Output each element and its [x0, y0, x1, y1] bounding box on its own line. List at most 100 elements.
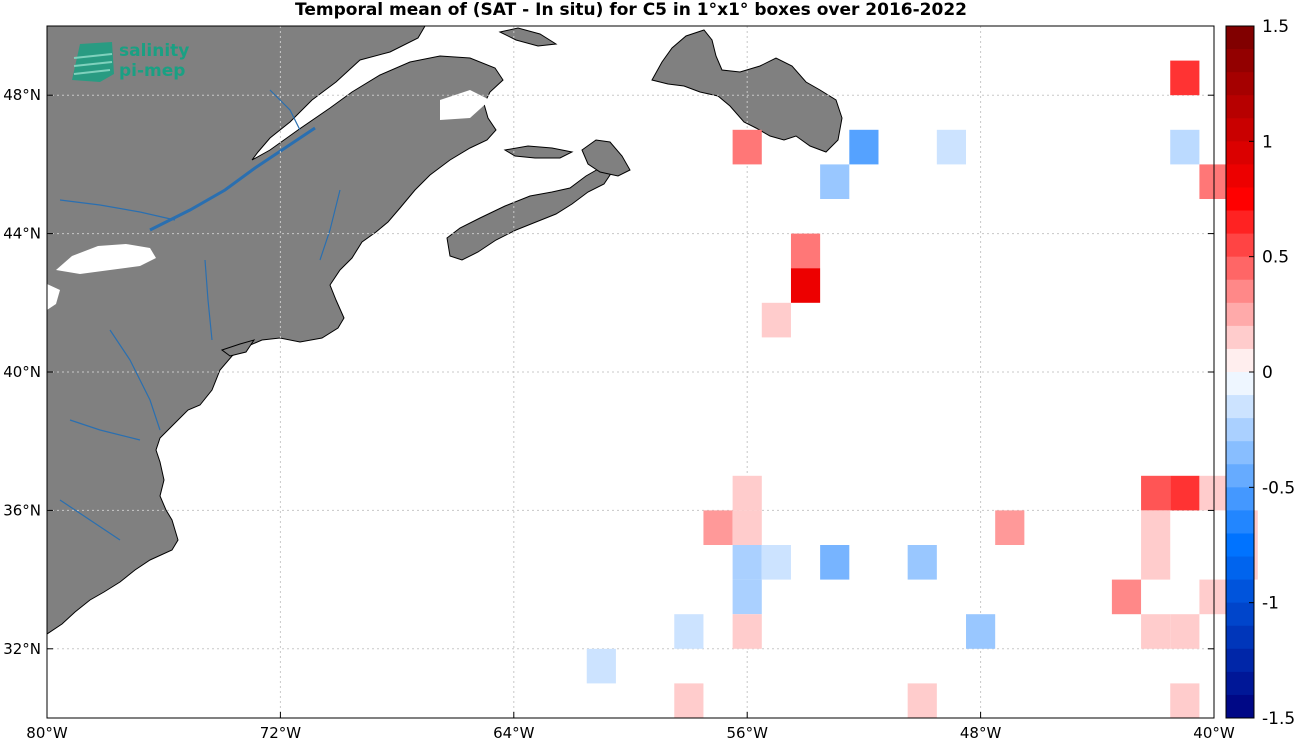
heatmap-cell: [966, 614, 996, 649]
y-tick-label: 48°N: [3, 86, 41, 104]
heatmap-cell: [1111, 579, 1142, 615]
heatmap-cell: [907, 545, 937, 580]
logo-text-line1: salinity: [119, 41, 189, 61]
colorbar-band: [1226, 441, 1254, 465]
river-ottawa: [59, 199, 176, 221]
heatmap-cell: [1170, 614, 1200, 649]
y-tick-label: 44°N: [3, 225, 41, 243]
colorbar-tick-label: 1.5: [1262, 17, 1289, 37]
colorbar-tick-label: -1: [1262, 594, 1279, 614]
colorbar-band: [1226, 164, 1254, 188]
heatmap-cell: [849, 129, 879, 165]
heatmap-cell: [1170, 129, 1200, 165]
colorbar-band: [1226, 533, 1254, 558]
gulf-st-lawrence-water: [440, 90, 490, 120]
heatmap-cell: [732, 475, 762, 511]
heatmap-cell: [1170, 475, 1200, 511]
river-saguenay: [269, 89, 301, 131]
colorbar: [1226, 26, 1254, 719]
colorbar-band: [1226, 694, 1254, 719]
heatmap-cell: [790, 233, 821, 269]
colorbar-band: [1226, 579, 1254, 604]
x-tick-label: 48°W: [960, 724, 1002, 740]
colorbar-band: [1226, 279, 1254, 304]
colorbar-ticks: 1.5 1 0.5 0 -0.5 -1 -1.5: [1249, 17, 1295, 729]
colorbar-tick-label: 1: [1262, 132, 1273, 152]
heatmap-cell: [1141, 614, 1171, 649]
colorbar-band: [1226, 302, 1254, 327]
lake-ontario: [56, 244, 156, 274]
map-title: Temporal mean of (SAT - In situ) for C5 …: [295, 0, 967, 20]
colorbar-band: [1226, 233, 1254, 258]
heatmap-cell: [732, 579, 762, 615]
colorbar-band: [1226, 187, 1254, 212]
colorbar-band: [1226, 72, 1254, 96]
colorbar-band: [1226, 648, 1254, 673]
colorbar-band: [1226, 395, 1254, 419]
heatmap-cell: [761, 302, 791, 338]
land-mainland: [47, 26, 504, 635]
y-tick-label: 36°N: [3, 501, 41, 519]
x-tick-label: 56°W: [726, 724, 768, 740]
heatmap-cell: [790, 268, 821, 303]
salinity-pi-mep-logo: salinity pi-mep: [72, 41, 189, 82]
logo-text-line2: pi-mep: [119, 61, 185, 81]
colorbar-band: [1226, 625, 1254, 650]
river-susquehanna: [109, 329, 161, 431]
heatmap-cell: [732, 129, 762, 165]
heatmap-cell: [674, 683, 704, 718]
colorbar-band: [1226, 602, 1254, 627]
colorbar-tick-label: -1.5: [1262, 709, 1295, 729]
heatmap-cells: [586, 60, 1258, 718]
colorbar-tick-label: 0: [1262, 363, 1273, 383]
heatmap-cell: [674, 614, 704, 649]
land-cape-breton: [581, 139, 631, 177]
colorbar-band: [1226, 418, 1254, 442]
colorbar-band: [1226, 26, 1254, 50]
water-features: [47, 89, 490, 541]
colorbar-band: [1226, 372, 1254, 396]
heatmap-cell: [703, 510, 733, 545]
colorbar-band: [1226, 556, 1254, 581]
y-axis: 48°N 44°N 40°N 36°N 32°N: [3, 86, 1214, 658]
y-tick-label: 40°N: [3, 363, 41, 381]
heatmap-cell: [1141, 545, 1171, 580]
heatmap-cell: [820, 545, 850, 580]
colorbar-band: [1226, 487, 1254, 511]
land-anticosti: [498, 27, 558, 47]
heatmap-cell: [936, 129, 967, 165]
colorbar-band: [1226, 210, 1254, 235]
logo-mark-stripes: [73, 53, 113, 75]
colorbar-band: [1226, 49, 1254, 73]
heatmap-cell: [1170, 60, 1200, 96]
land-nova-scotia: [446, 167, 613, 261]
colorbar-band: [1226, 464, 1254, 488]
river-st-lawrence: [149, 126, 316, 232]
heatmap-cell: [907, 683, 937, 718]
heatmap-cell: [1141, 510, 1171, 545]
colorbar-band: [1226, 118, 1254, 142]
heatmap-cell: [732, 510, 762, 545]
heatmap-cell: [1170, 683, 1200, 718]
heatmap-cell: [995, 510, 1025, 545]
x-tick-label: 80°W: [26, 724, 68, 740]
x-axis: 80°W 72°W 64°W 56°W 48°W 40°W: [26, 712, 1235, 740]
colorbar-band: [1226, 256, 1254, 281]
colorbar-band: [1226, 671, 1254, 696]
colorbar-band: [1226, 325, 1254, 350]
x-tick-label: 64°W: [493, 724, 535, 740]
colorbar-band: [1226, 348, 1254, 373]
y-tick-label: 32°N: [3, 640, 41, 658]
heatmap-cell: [820, 164, 850, 199]
land-pei: [503, 145, 574, 159]
heatmap-cell: [732, 614, 762, 649]
lake-erie: [47, 284, 60, 310]
river-potomac: [69, 419, 141, 441]
heatmap-cell: [1141, 475, 1171, 511]
colorbar-band: [1226, 95, 1254, 119]
river-maine: [319, 189, 341, 261]
x-tick-label: 40°W: [1193, 724, 1235, 740]
land-long-island: [220, 339, 256, 357]
heatmap-cell: [761, 545, 791, 580]
